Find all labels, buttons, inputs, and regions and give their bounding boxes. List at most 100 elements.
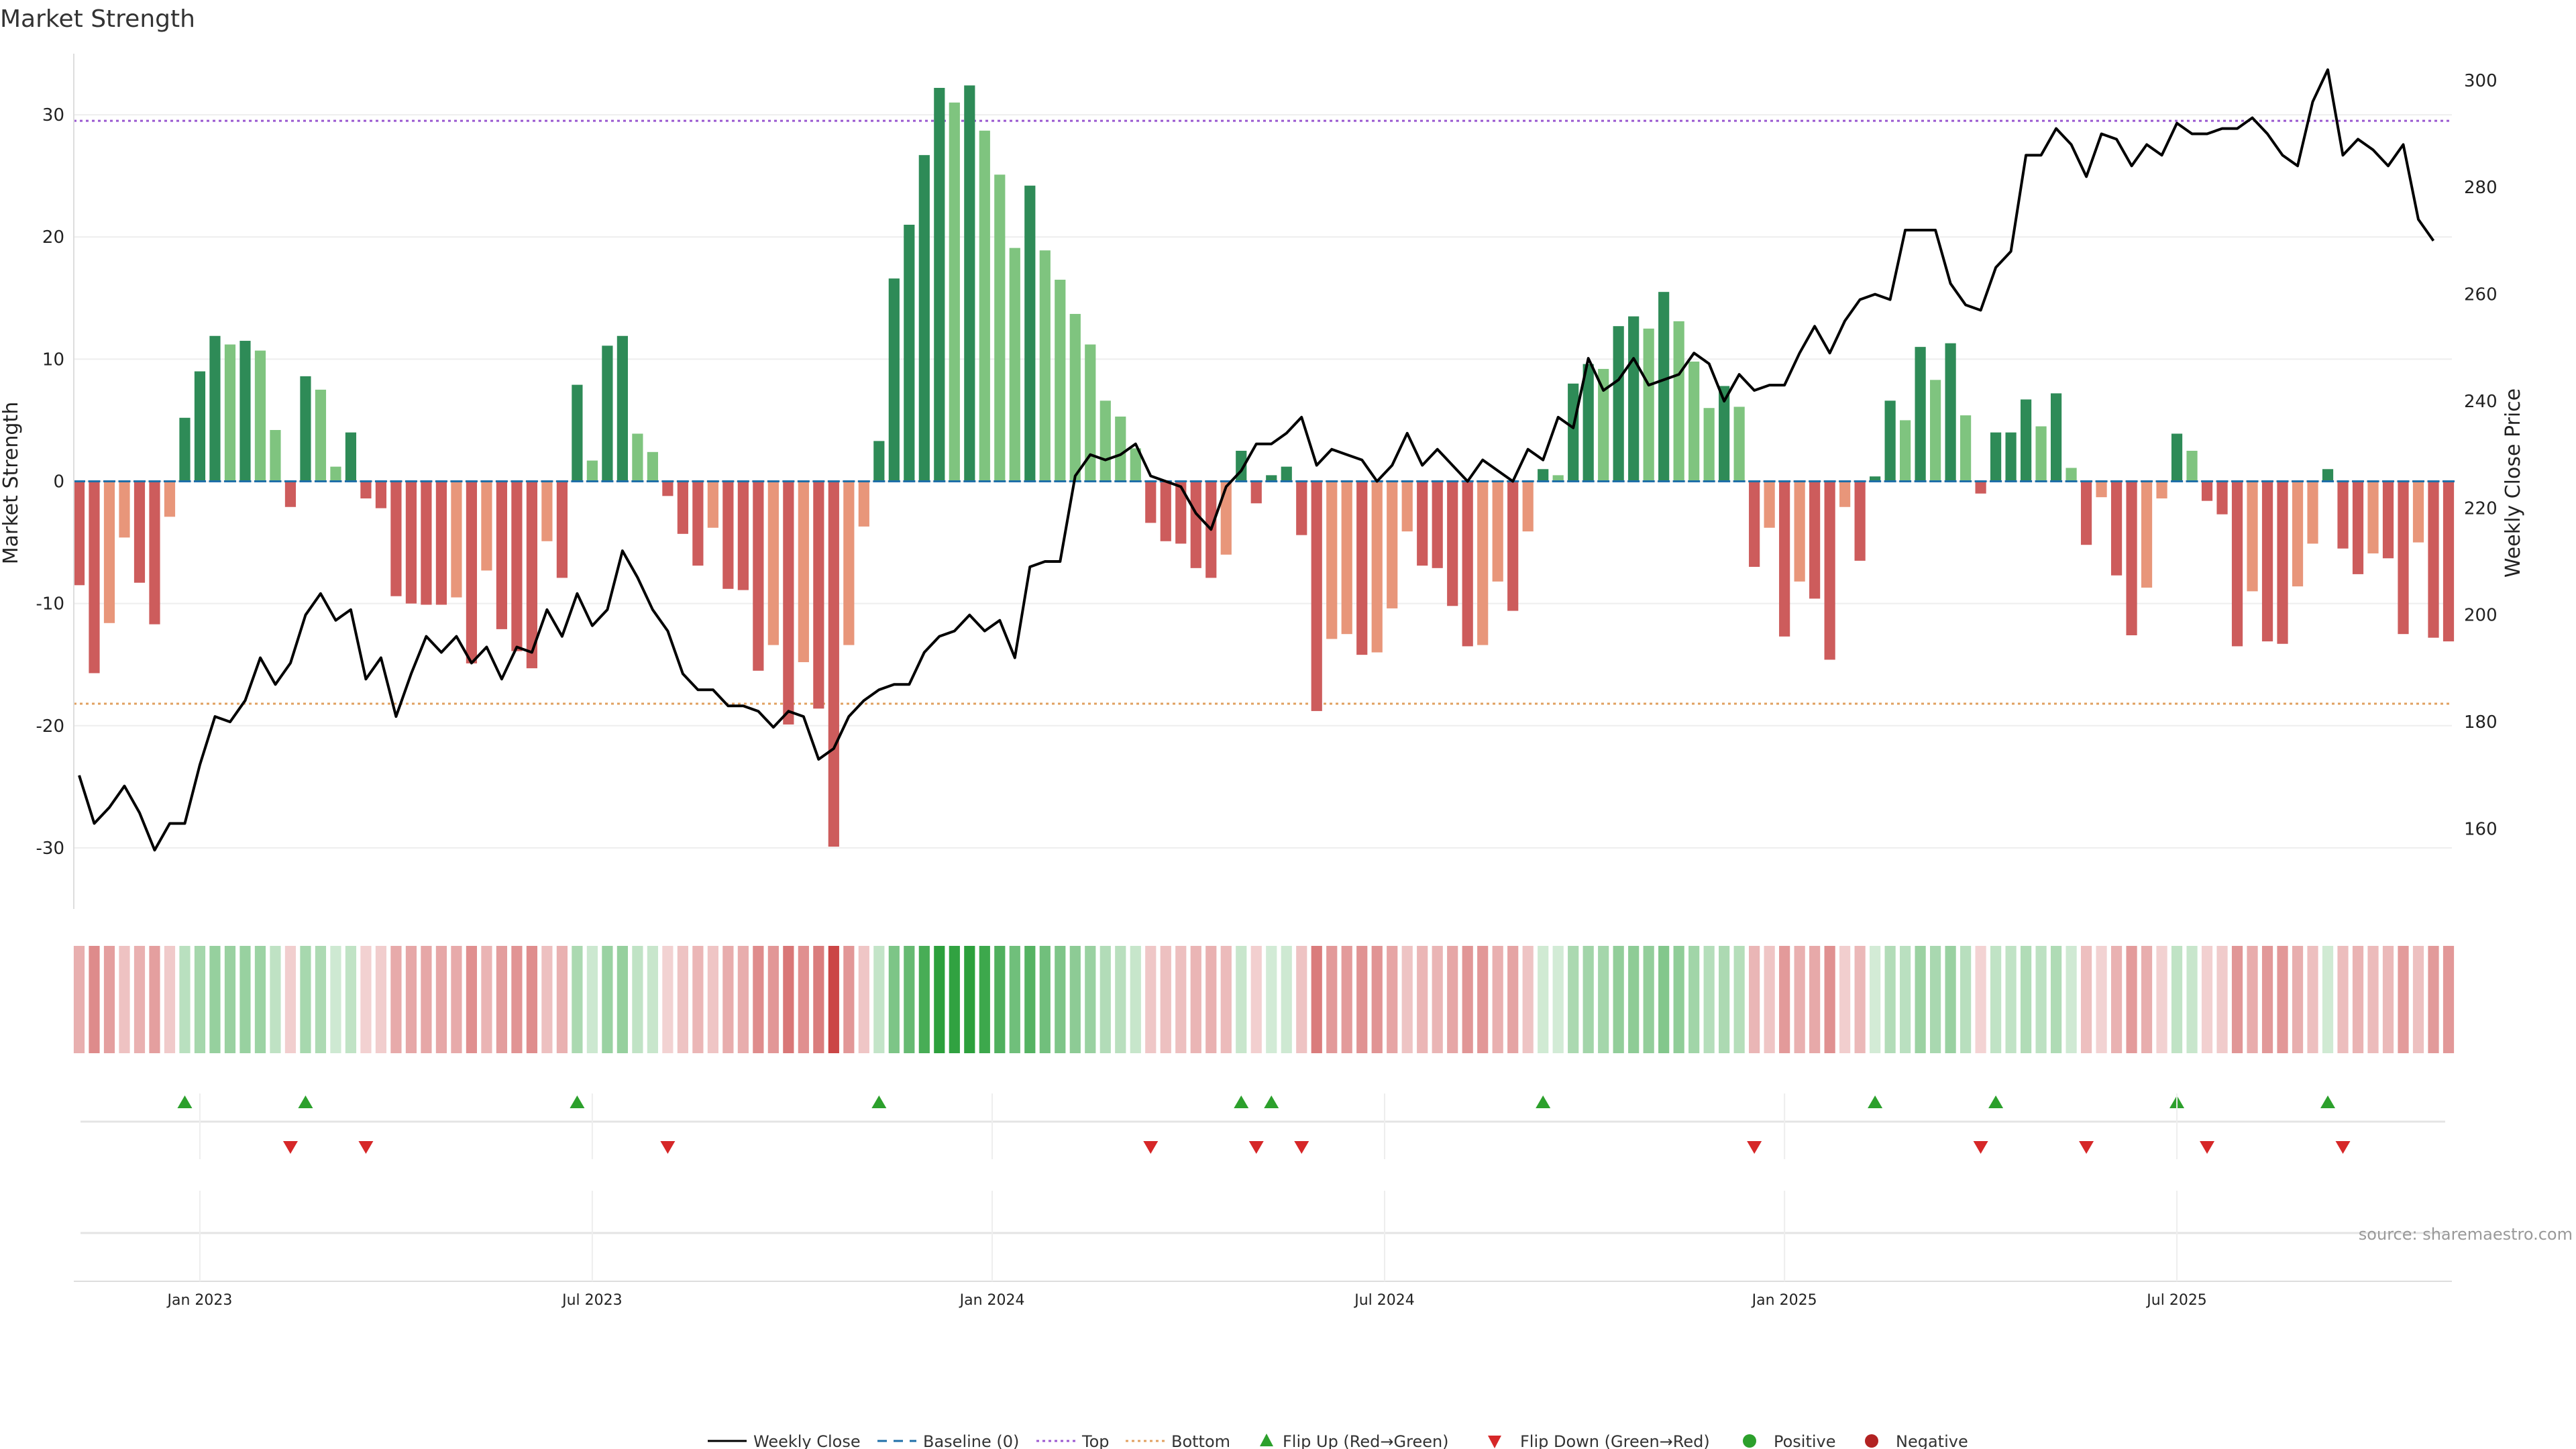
heat-cell (2231, 946, 2243, 1053)
x-tick-label: Jul 2023 (561, 1292, 623, 1309)
strength-bar (2080, 481, 2092, 545)
strength-bar (1296, 481, 1307, 535)
y-tick-label: -20 (36, 716, 64, 737)
heat-cell (284, 946, 297, 1053)
heat-cell (164, 946, 176, 1053)
strength-bar (2171, 433, 2183, 482)
heat-cell (481, 946, 492, 1053)
strength-bar (421, 481, 432, 605)
heat-cell (1266, 946, 1277, 1053)
heat-cell (1175, 946, 1187, 1053)
heat-cell (1356, 946, 1368, 1053)
strength-bar (2050, 393, 2062, 482)
strength-bar (119, 481, 130, 538)
strength-bar (843, 481, 855, 645)
heat-cell (572, 946, 583, 1053)
heat-cell (934, 946, 945, 1053)
heat-cell (2065, 946, 2077, 1053)
heat-cell (2352, 946, 2364, 1053)
y-axis-label: Market Strength (0, 402, 23, 564)
strength-bar (1658, 292, 1670, 482)
strength-bar (2412, 481, 2424, 543)
strength-bar (1809, 481, 1821, 599)
strength-bar (1733, 407, 1745, 482)
heat-cell (1371, 946, 1383, 1053)
flip-down-marker (1294, 1141, 1309, 1154)
heat-cell (828, 946, 839, 1053)
heat-cell (888, 946, 900, 1053)
heat-cell (858, 946, 869, 1053)
strength-bar (1371, 481, 1383, 653)
strength-bar (1538, 469, 1549, 482)
heat-cell (1311, 946, 1322, 1053)
heat-cell (616, 946, 628, 1053)
strength-bar (2292, 481, 2304, 587)
strength-bar (451, 481, 462, 598)
strength-bar (692, 481, 704, 566)
strength-bar (1341, 481, 1352, 635)
strength-bar (1250, 481, 1262, 504)
strength-bar (2020, 399, 2032, 482)
flip-down-marker (2079, 1141, 2094, 1154)
strength-bar (511, 481, 523, 651)
strength-bar (73, 481, 85, 586)
strength-bar (405, 481, 417, 604)
heat-cell (300, 946, 311, 1053)
heat-cell (2050, 946, 2062, 1053)
heat-cell (1220, 946, 1232, 1053)
legend: Weekly Close Baseline (0) Top Bottom Fli… (708, 1432, 1968, 1449)
heat-cell (496, 946, 508, 1053)
heat-cell (556, 946, 568, 1053)
strength-bar (2352, 481, 2364, 574)
heat-cell (1733, 946, 1745, 1053)
flip-down-marker (1747, 1141, 1762, 1154)
heat-cell (1055, 946, 1066, 1053)
strength-bar (526, 481, 538, 669)
strength-bar (1507, 481, 1519, 611)
flip-down-marker (2200, 1141, 2215, 1154)
heat-cell (1749, 946, 1760, 1053)
y2-tick-label: 220 (2464, 498, 2498, 519)
strength-bar (753, 481, 764, 671)
strength-bar (541, 481, 553, 541)
heat-cell (2020, 946, 2032, 1053)
heat-cell (224, 946, 236, 1053)
heat-cell (435, 946, 447, 1053)
heat-cell (2110, 946, 2123, 1053)
heat-cell (2428, 946, 2439, 1053)
heat-cell (239, 946, 251, 1053)
strength-bar (1719, 386, 1730, 482)
strength-bar (1024, 185, 1036, 482)
heat-cell (1477, 946, 1489, 1053)
heat-cell (1794, 946, 1805, 1053)
heat-cell (1039, 946, 1051, 1053)
heat-cell (2292, 946, 2304, 1053)
strength-bar (239, 341, 251, 482)
y2-tick-label: 180 (2464, 712, 2498, 733)
heat-cell (1552, 946, 1564, 1053)
heat-cell (979, 946, 990, 1053)
x-tick-label: Jan 2024 (959, 1292, 1025, 1309)
heat-cell (1522, 946, 1534, 1053)
heat-cell (451, 946, 462, 1053)
strength-bar (1387, 481, 1398, 608)
heat-cell (315, 946, 327, 1053)
strength-bar (2216, 481, 2228, 515)
heat-cell (918, 946, 930, 1053)
strength-bar (149, 481, 160, 625)
flip-up-marker (1234, 1095, 1249, 1108)
strength-bar (2035, 426, 2047, 482)
strength-bar (1854, 481, 1866, 561)
y2-tick-label: 260 (2464, 285, 2498, 305)
heat-cell (1099, 946, 1111, 1053)
heat-cell (1824, 946, 1835, 1053)
strength-bar (1462, 481, 1473, 647)
heat-cell (2141, 946, 2153, 1053)
heat-cell (813, 946, 824, 1053)
heat-cell (843, 946, 855, 1053)
heat-cell (103, 946, 115, 1053)
heat-cell (1326, 946, 1338, 1053)
strength-bar (1099, 400, 1111, 482)
heat-cell (1538, 946, 1549, 1053)
strength-bar (1884, 400, 1896, 482)
